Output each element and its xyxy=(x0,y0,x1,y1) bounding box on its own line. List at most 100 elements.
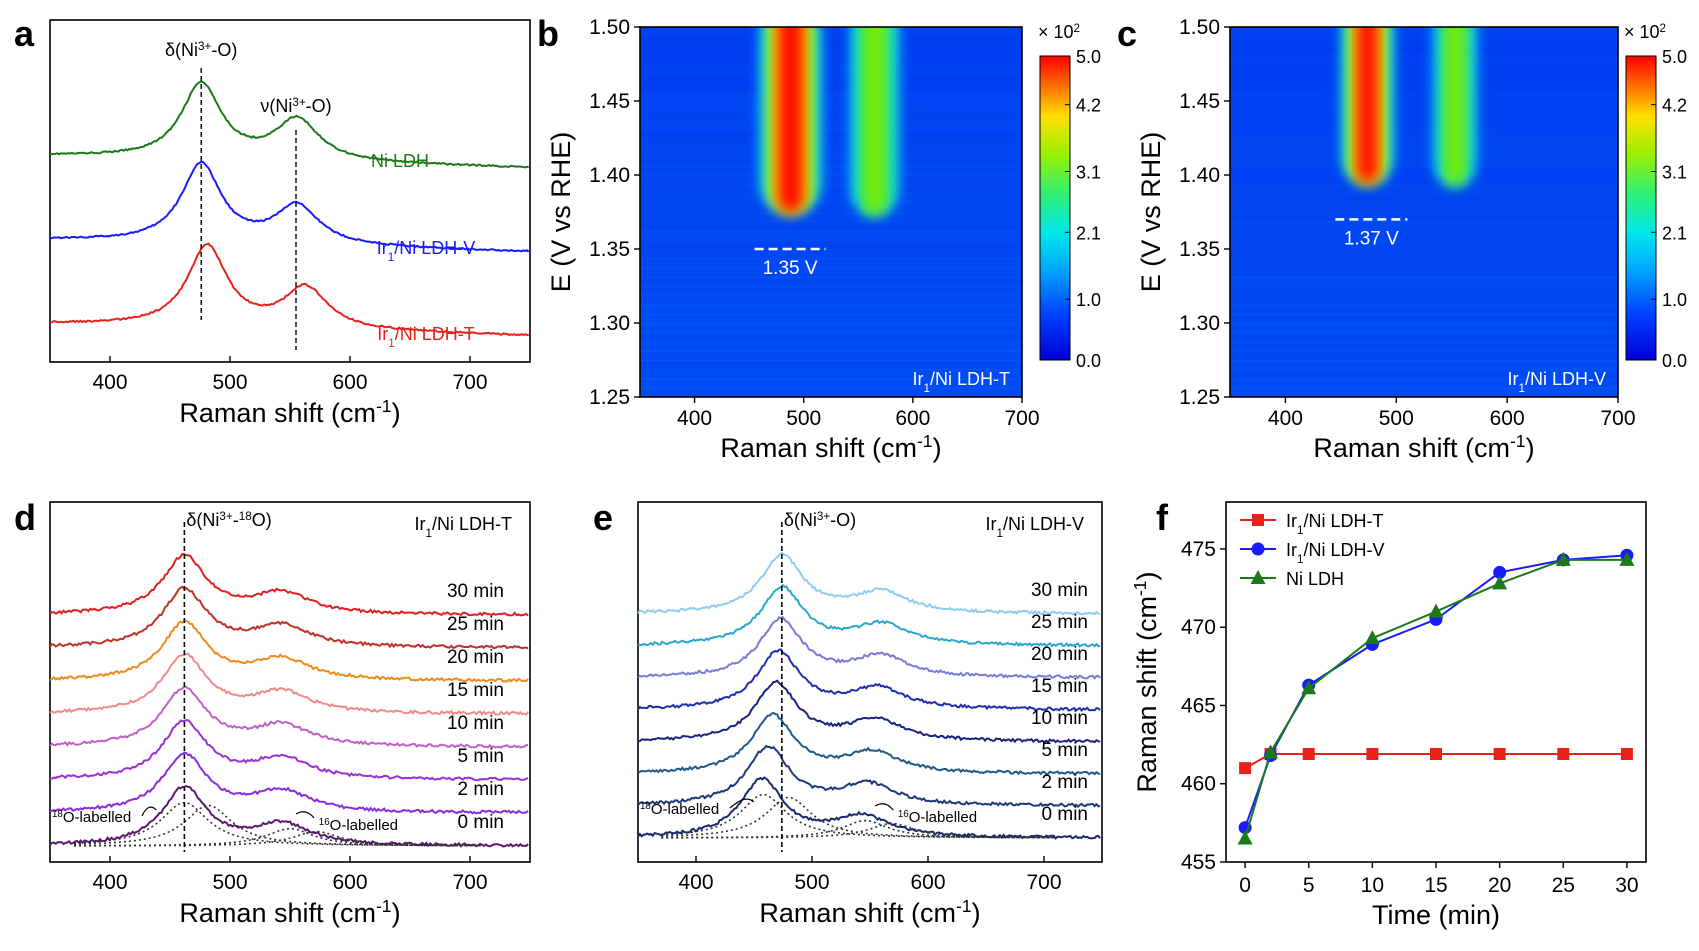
peak-annotation-0-part-2: -O) xyxy=(211,40,237,60)
heatmap-band xyxy=(1230,360,1618,371)
x-tick-label: 500 xyxy=(794,871,829,894)
legend-label-0-part-0: Ir xyxy=(1286,511,1297,531)
series-time-label: 10 min xyxy=(1031,708,1088,729)
data-point xyxy=(1263,744,1279,759)
legend-label-1-part-1: 1 xyxy=(1297,553,1304,566)
data-point xyxy=(1492,575,1508,590)
heatmap-band xyxy=(1230,323,1618,334)
label-18O-part-0: 18 xyxy=(52,809,63,820)
x-axis-label-part-2: ) xyxy=(972,898,981,928)
spectrum-line-2 xyxy=(49,242,529,337)
y-tick-label: 1.30 xyxy=(589,312,630,335)
heatmap-band xyxy=(1230,387,1618,397)
spectrum-line-4 xyxy=(637,648,1101,713)
label-16O-part-0: 16 xyxy=(319,817,330,828)
legend-marker xyxy=(1250,570,1266,584)
data-point xyxy=(1237,830,1253,845)
peak-annotation-0-part-0: δ(Ni xyxy=(165,40,198,60)
label-18O-part-1: O-labelled xyxy=(63,809,131,826)
x-tick-label: 400 xyxy=(678,871,713,894)
label-16O: 16O-labelled xyxy=(898,809,977,827)
heatmap-band xyxy=(640,73,1022,84)
y-tick-label: 465 xyxy=(1181,694,1216,717)
heatmap-band xyxy=(1230,110,1618,121)
x-tick-label: 10 xyxy=(1361,874,1384,897)
fit-curve-1 xyxy=(661,796,1055,839)
heatmap-band xyxy=(1230,378,1618,389)
y-tick-label: 1.25 xyxy=(1179,386,1220,409)
fit-curve-0 xyxy=(73,801,481,847)
y-axis-label-part-0: Raman shift (cm xyxy=(1132,596,1162,793)
spectrum-line-0 xyxy=(49,785,529,848)
y-tick-label: 1.50 xyxy=(589,16,630,39)
series-line-0 xyxy=(1244,753,1627,769)
heatmap-band xyxy=(1230,249,1618,260)
heatmap-band xyxy=(640,378,1022,389)
heatmap-band xyxy=(1230,313,1618,324)
heatmap-peak-layer xyxy=(1359,27,1376,182)
heatmap-band xyxy=(1230,101,1618,112)
data-point xyxy=(1620,748,1633,760)
heatmap-band xyxy=(640,286,1022,297)
spectrum-line-1 xyxy=(49,160,530,253)
series-label-1-part-2: /Ni LDH-V xyxy=(394,238,475,258)
heatmap-band xyxy=(640,212,1022,223)
peak-annotation-part-1: 3+ xyxy=(817,510,831,523)
fit-curve-3 xyxy=(661,822,1055,839)
peak-annotation-0-part-1: 3+ xyxy=(198,40,212,53)
axes-frame xyxy=(49,19,531,363)
spectrum-line-3 xyxy=(637,679,1101,744)
x-tick-label: 600 xyxy=(332,371,367,394)
y-tick-label: 475 xyxy=(1181,538,1216,561)
heatmap-band xyxy=(1230,341,1618,352)
sample-label-part-0: Ir xyxy=(1507,369,1518,389)
arrow-16O xyxy=(874,803,894,811)
sample-label-part-2: /Ni LDH-V xyxy=(1525,369,1606,389)
y-axis-label: Raman shift (cm-1) xyxy=(1130,571,1162,792)
heatmap-band xyxy=(1230,212,1618,223)
heatmap-band xyxy=(640,295,1022,306)
heatmap-band xyxy=(640,119,1022,130)
heatmap-band xyxy=(1230,184,1618,195)
sample-label-part-1: 1 xyxy=(923,382,930,395)
heatmap-band xyxy=(640,387,1022,397)
data-point xyxy=(1301,680,1317,695)
heatmap-band xyxy=(640,360,1022,371)
heatmap-band xyxy=(640,101,1022,112)
legend-label-1-part-2: /Ni LDH-V xyxy=(1304,540,1385,560)
heatmap-peak-layer xyxy=(1448,27,1462,184)
axes-frame xyxy=(1229,26,1619,398)
y-tick-label: 1.30 xyxy=(1179,312,1220,335)
heatmap-band xyxy=(640,221,1022,232)
colorbar-title-part-0: × 10 xyxy=(1624,22,1660,42)
heatmap-intensity xyxy=(640,27,1022,397)
sample-label-part-2: /Ni LDH-T xyxy=(432,514,512,534)
x-axis-label: Raman shift (cm-1) xyxy=(720,431,941,463)
arrow-18O xyxy=(141,806,157,817)
series-time-label: 15 min xyxy=(447,680,504,701)
label-16O-part-0: 16 xyxy=(898,809,909,820)
y-axis-label-part-1: -1 xyxy=(1130,580,1150,596)
y-tick-label: 460 xyxy=(1181,773,1216,796)
sample-label: Ir1/Ni LDH-T xyxy=(414,514,512,540)
x-tick-label: 400 xyxy=(92,871,127,894)
data-point xyxy=(1366,748,1379,760)
heatmap-band xyxy=(1230,54,1618,65)
heatmap-intensity xyxy=(1230,27,1618,397)
spectrum-line-1 xyxy=(637,744,1101,808)
heatmap-band xyxy=(640,258,1022,269)
x-tick-label: 5 xyxy=(1303,874,1315,897)
series-time-label: 30 min xyxy=(447,581,504,602)
colorbar xyxy=(1625,55,1657,361)
peak-annotation-part-4: O) xyxy=(252,510,272,530)
spectrum-line-7 xyxy=(637,552,1101,616)
spectrum-line-7 xyxy=(49,552,529,617)
x-tick-label: 700 xyxy=(452,371,487,394)
spectra-group xyxy=(49,552,529,848)
heatmap-band xyxy=(640,239,1022,250)
spectrum-line-6 xyxy=(49,585,529,650)
y-axis-label: E (V vs RHE) xyxy=(1136,132,1166,293)
heatmap-band xyxy=(640,175,1022,186)
heatmap-band xyxy=(1230,202,1618,213)
series-time-label: 5 min xyxy=(458,746,504,767)
